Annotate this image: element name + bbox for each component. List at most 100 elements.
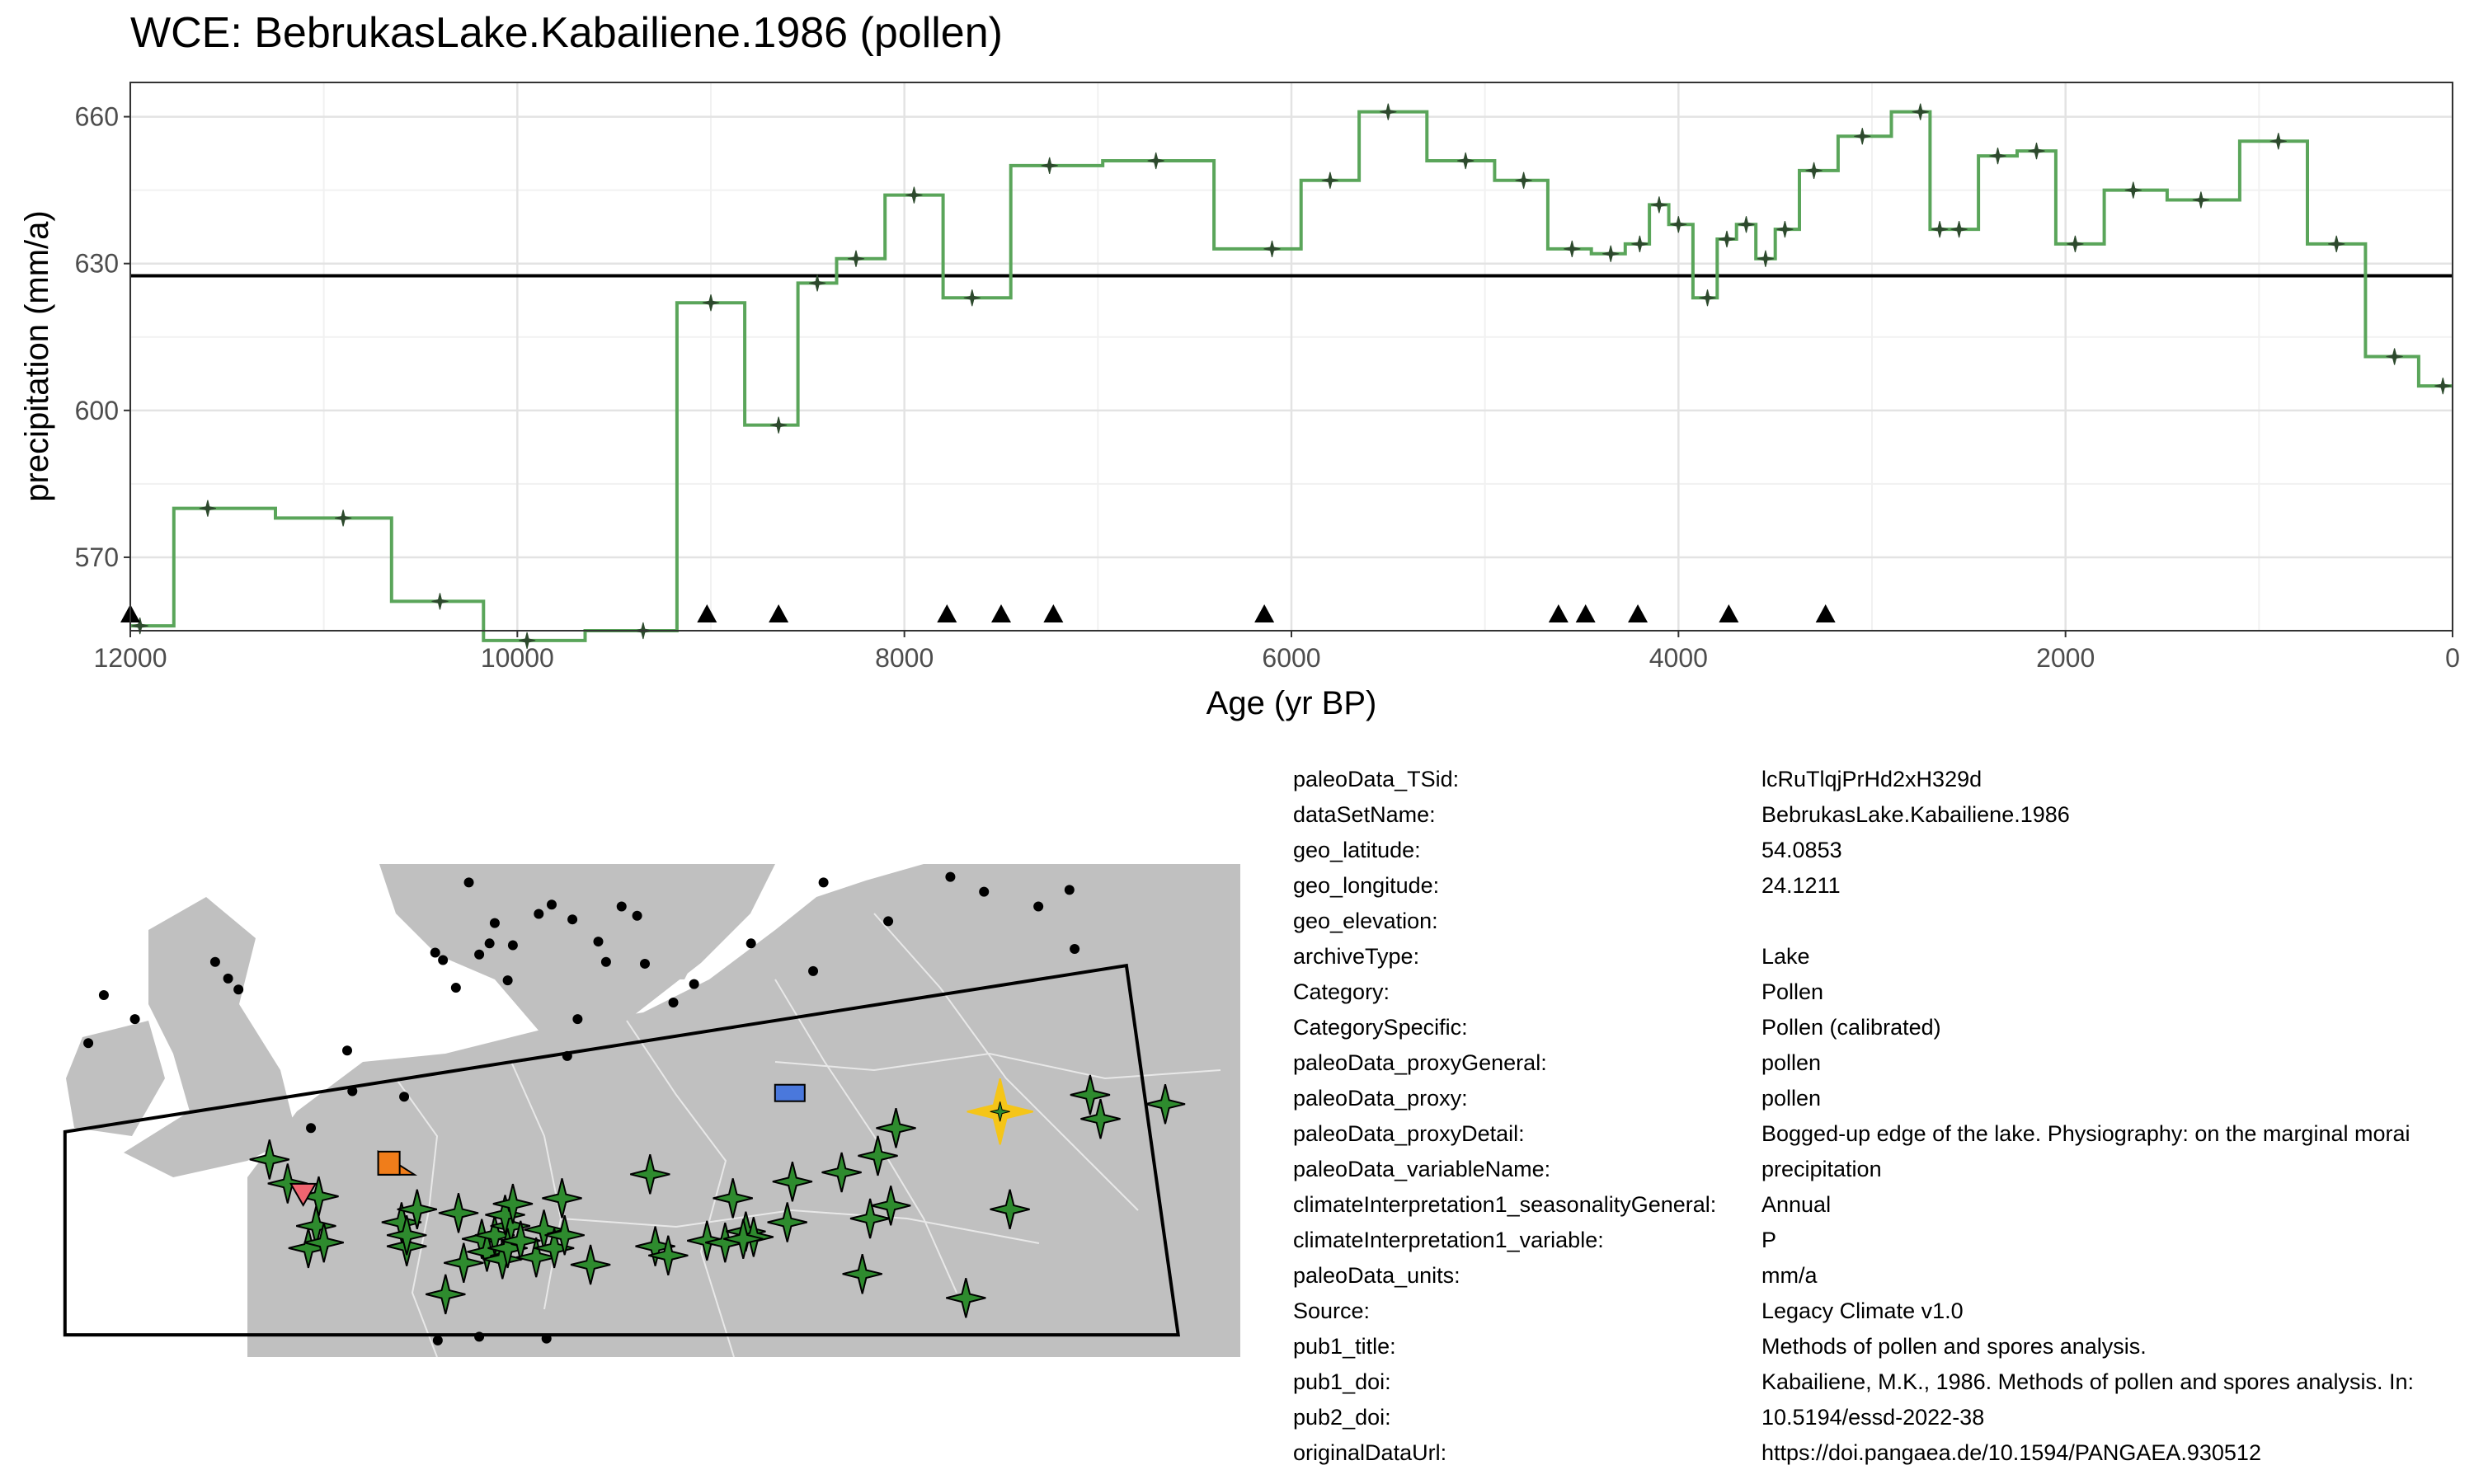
metadata-value: Lake <box>1761 944 1810 969</box>
site-star-marker <box>648 1235 689 1276</box>
border-line <box>774 1052 1221 1080</box>
site-dot <box>83 1038 94 1049</box>
data-point <box>1854 128 1871 145</box>
data-point <box>1041 157 1058 175</box>
metadata-key: pub1_title: <box>1293 1334 1396 1359</box>
site-dot <box>306 1123 317 1134</box>
metadata-key: geo_latitude: <box>1293 838 1421 862</box>
site-dot <box>209 956 220 967</box>
site-dot <box>945 871 956 882</box>
orange-site-square <box>377 1150 401 1176</box>
data-point <box>1699 289 1716 307</box>
metadata-key: climateInterpretation1_variable: <box>1293 1228 1604 1252</box>
metadata-row: geo_elevation: <box>1293 904 2474 939</box>
data-point <box>1738 216 1755 233</box>
site-dot <box>489 918 500 928</box>
site-dot <box>689 979 699 989</box>
metadata-value: pollen <box>1761 1086 1822 1111</box>
metadata-row: pub1_doi: Kabailiene, M.K., 1986. Methods… <box>1293 1364 2474 1400</box>
metadata-value: Methods of pollen and spores analysis. <box>1761 1334 2147 1359</box>
data-point <box>1263 240 1281 258</box>
x-tick-label: 2000 <box>2036 643 2095 673</box>
metadata-key: paleoData_variableName: <box>1293 1157 1551 1181</box>
site-dot <box>507 940 518 951</box>
metadata-value: Kabailiene, M.K., 1986. Methods of polle… <box>1761 1369 2414 1394</box>
metadata-value: Pollen <box>1761 979 1824 1004</box>
special-sites <box>289 1078 1033 1207</box>
metadata-value: 24.1211 <box>1761 873 1841 898</box>
site-star-marker <box>492 1183 534 1224</box>
site-dot <box>567 914 578 925</box>
site-star-marker <box>1070 1074 1111 1115</box>
data-point <box>1757 250 1775 267</box>
data-point <box>808 275 826 292</box>
data-points <box>131 103 2452 650</box>
age-control-triangle <box>697 604 717 622</box>
data-point <box>431 593 449 610</box>
site-dot <box>1064 885 1075 895</box>
metadata-row: geo_latitude: 54.0853 <box>1293 833 2474 868</box>
metadata-row: originalDataUrl: https://doi.pangaea.de/1… <box>1293 1435 2474 1471</box>
site-star-marker <box>723 1219 764 1259</box>
chart-title: WCE: BebrukasLake.Kabailiene.1986 (polle… <box>130 9 1003 57</box>
site-dot <box>438 955 449 965</box>
x-tick-label: 8000 <box>875 643 934 673</box>
metadata-value: Annual <box>1761 1192 1832 1217</box>
site-star-marker <box>849 1198 891 1239</box>
metadata-row: pub1_title: Methods of pollen and spores … <box>1293 1329 2474 1364</box>
data-point <box>2269 133 2287 150</box>
site-dot <box>572 1014 583 1025</box>
site-dot <box>347 1086 358 1097</box>
site-dot <box>129 1014 140 1025</box>
metadata-row: pub2_doi: 10.5194/essd-2022-38 <box>1293 1400 2474 1435</box>
x-axis-title: Age (yr BP) <box>1206 685 1377 721</box>
metadata-row: paleoData_proxyGeneral: pollen <box>1293 1045 2474 1081</box>
site-dot <box>1033 901 1044 912</box>
metadata-value: mm/a <box>1761 1263 1818 1288</box>
site-star-marker <box>397 1189 438 1230</box>
site-dot <box>883 916 894 927</box>
data-point <box>2067 235 2084 253</box>
data-point <box>2434 377 2452 395</box>
data-point <box>1650 196 1668 214</box>
data-point <box>905 186 923 204</box>
metadata-row: dataSetName: BebrukasLake.Kabailiene.1986 <box>1293 797 2474 833</box>
metadata-value: 10.5194/essd-2022-38 <box>1761 1405 1985 1430</box>
metadata-value: Pollen (calibrated) <box>1761 1015 1941 1040</box>
x-tick-label: 6000 <box>1262 643 1320 673</box>
data-point <box>1380 103 1397 120</box>
site-star-marker <box>772 1161 813 1202</box>
grid-lines <box>129 82 2454 631</box>
y-axis-ticks: 570 600 630 660 <box>75 102 130 572</box>
metadata-row: paleoData_TSid: lcRuTlqjPrHd2xH329d <box>1293 762 2474 797</box>
border-line <box>626 1020 735 1357</box>
data-point <box>131 617 148 635</box>
age-control-triangle <box>1575 604 1596 622</box>
age-control-triangle <box>1043 604 1064 622</box>
age-control-triangle <box>1815 604 1836 622</box>
data-point <box>518 632 536 650</box>
metadata-row: geo_longitude: 24.1211 <box>1293 868 2474 904</box>
x-axis-ticks: 12000 10000 8000 6000 4000 2000 0 <box>94 631 2460 673</box>
data-point <box>1321 171 1339 189</box>
site-dot <box>474 1331 485 1342</box>
x-tick-label: 10000 <box>481 643 554 673</box>
other-sites <box>83 871 1080 1345</box>
metadata-value: precipitation <box>1761 1157 1882 1181</box>
metadata-key: paleoData_proxy: <box>1293 1086 1468 1111</box>
blue-site-marker <box>774 1083 806 1102</box>
site-star-marker <box>870 1186 911 1226</box>
site-star-marker <box>687 1220 727 1261</box>
site-star-marker <box>946 1278 986 1318</box>
site-dot <box>223 973 233 984</box>
metadata-value: https://doi.pangaea.de/10.1594/PANGAEA.9… <box>1761 1440 2261 1465</box>
age-control-triangle <box>991 604 1011 622</box>
site-dot <box>546 899 557 910</box>
site-dot <box>342 1045 352 1056</box>
site-dot <box>600 956 611 967</box>
x-tick-label: 12000 <box>94 643 167 673</box>
data-point <box>1602 245 1620 262</box>
age-control-triangle <box>769 604 789 622</box>
data-point <box>2386 348 2403 365</box>
great-britain <box>124 897 297 1177</box>
